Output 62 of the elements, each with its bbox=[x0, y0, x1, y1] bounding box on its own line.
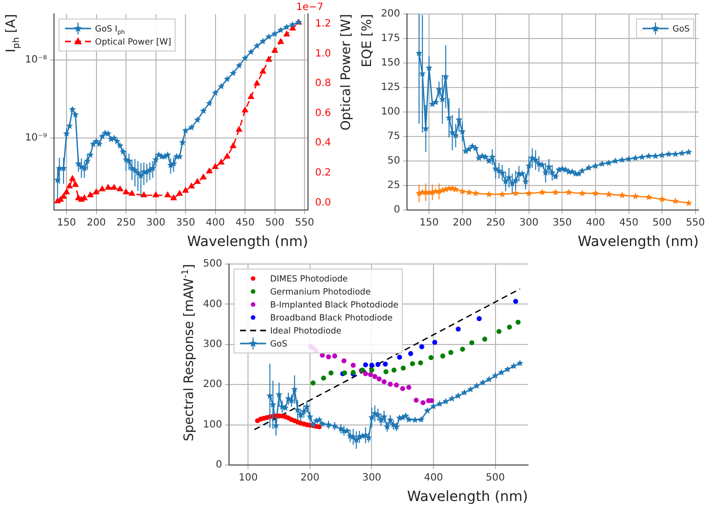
y-tick-label: 125 bbox=[380, 82, 400, 94]
y-tick-label: 0 bbox=[216, 460, 222, 471]
y-axis-title: Spectral Response [mAW-1] bbox=[180, 264, 197, 442]
x-tick-label: 500 bbox=[486, 472, 505, 484]
x-tick-label: 250 bbox=[486, 218, 506, 229]
legend-label: B-Implanted Black Photodiode bbox=[270, 300, 398, 310]
x-axis-title: Wavelength (nm) bbox=[578, 234, 699, 250]
y-axis-title: EQE [%] bbox=[360, 14, 375, 68]
y2-tick-label: 0.4 bbox=[315, 138, 332, 149]
x-tick-label: 300 bbox=[146, 218, 166, 229]
x-tick-label: 500 bbox=[652, 218, 672, 229]
x-tick-label: 150 bbox=[420, 218, 439, 229]
y2-tick-label: 1.0 bbox=[315, 48, 332, 60]
y2-tick-label: 0.8 bbox=[315, 78, 332, 90]
x-tick-label: 200 bbox=[86, 218, 106, 229]
legend-label: Germanium Photodiode bbox=[270, 288, 371, 298]
y-tick-label: 100 bbox=[380, 106, 400, 118]
x-tick-label: 250 bbox=[116, 218, 136, 229]
y-tick-label: 300 bbox=[202, 338, 222, 350]
x-tick-label: 550 bbox=[294, 218, 314, 229]
y-tick-label: 25 bbox=[387, 180, 400, 192]
x-tick-label: 400 bbox=[424, 472, 444, 484]
y2-tick-label: 0.2 bbox=[315, 168, 332, 179]
x-tick-label: 200 bbox=[452, 218, 472, 229]
x-tick-label: 400 bbox=[586, 218, 606, 229]
text: 1e−7 bbox=[296, 2, 324, 13]
y-tick-label: 0 bbox=[394, 204, 400, 216]
y-tick-label: 175 bbox=[380, 33, 400, 44]
x-axis-title: Wavelength (nm) bbox=[187, 234, 308, 250]
y-tick-label: 75 bbox=[387, 131, 400, 142]
x-tick-label: 500 bbox=[265, 218, 284, 229]
x-tick-label: 350 bbox=[552, 218, 572, 229]
y-tick-label: 500 bbox=[202, 258, 222, 270]
legend-label: Broadband Black Photodiode bbox=[270, 314, 393, 324]
x-tick-label: 150 bbox=[56, 218, 76, 229]
y2-tick-label: 0.0 bbox=[315, 197, 332, 208]
y-tick-label: 10⁻⁸ bbox=[24, 54, 48, 66]
x-tick-label: 450 bbox=[235, 218, 255, 229]
y-tick-label: 200 bbox=[202, 379, 222, 390]
legend-label: GoS bbox=[672, 24, 690, 34]
x-tick-label: 100 bbox=[238, 472, 258, 484]
y-tick-label: 400 bbox=[202, 298, 222, 310]
x-tick-label: 300 bbox=[519, 218, 538, 229]
x-tick-label: 450 bbox=[619, 218, 638, 229]
legend-label: GoS bbox=[270, 340, 288, 350]
y-axis-title: Iph [A] bbox=[4, 14, 22, 53]
legend-label: DIMES Photodiode bbox=[270, 274, 348, 284]
y-tick-label: 100 bbox=[202, 419, 222, 430]
x-tick-label: 550 bbox=[686, 218, 705, 229]
legend-label: Ideal Photodiode bbox=[270, 326, 342, 336]
y-tick-label: 200 bbox=[380, 8, 400, 20]
y-tick-label: 10⁻⁹ bbox=[24, 132, 48, 144]
legend-label: Optical Power [W] bbox=[95, 38, 172, 48]
y-tick-label: 150 bbox=[380, 58, 400, 69]
x-tick-label: 350 bbox=[176, 218, 196, 229]
y-tick-label: 50 bbox=[387, 156, 400, 167]
y2-tick-label: 0.6 bbox=[315, 108, 332, 119]
x-tick-label: 300 bbox=[362, 472, 382, 484]
x-axis-title: Wavelength (nm) bbox=[407, 489, 528, 505]
x-tick-label: 200 bbox=[300, 472, 320, 484]
y2-tick-label: 1.2 bbox=[315, 18, 332, 30]
y2-axis-title: Optical Power [W] bbox=[339, 14, 354, 130]
